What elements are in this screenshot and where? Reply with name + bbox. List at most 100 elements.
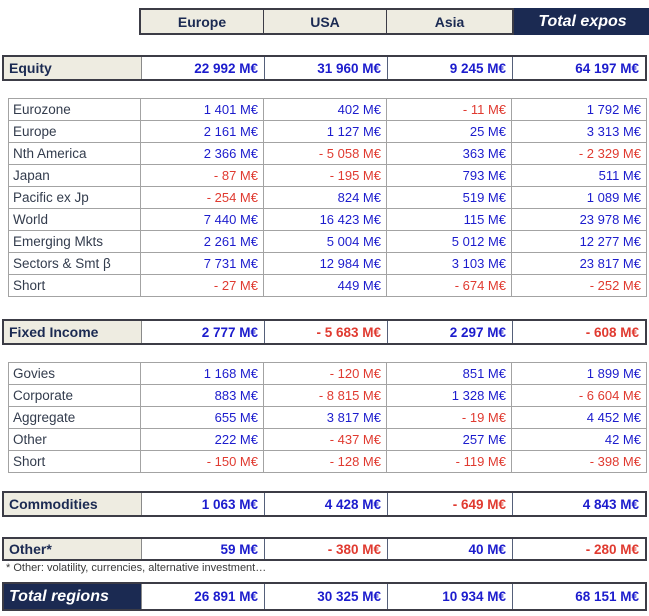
table-row: Eurozone 1 401 M€ 402 M€ - 11 M€ 1 792 M€ [9,99,646,121]
value-cell: 9 245 M€ [388,57,513,79]
summary-row-total-regions: Total regions 26 891 M€ 30 325 M€ 10 934… [2,582,647,611]
table-row: World 7 440 M€ 16 423 M€ 115 M€ 23 978 M€ [9,209,646,231]
value-cell: 42 M€ [604,432,641,447]
summary-row-commodities: Commodities 1 063 M€ 4 428 M€ - 649 M€ 4… [2,491,647,517]
table-row: Aggregate 655 M€ 3 817 M€ - 19 M€ 4 452 M€ [9,407,646,429]
value-cell: 1 899 M€ [586,366,641,381]
summary-row-equity: Equity 22 992 M€ 31 960 M€ 9 245 M€ 64 1… [2,55,647,81]
value-cell: 1 792 M€ [586,102,641,117]
value-cell: 257 M€ [387,429,512,450]
value-cell: - 5 683 M€ [265,321,388,343]
table-row: Short - 27 M€ 449 M€ - 674 M€ - 252 M€ [9,275,646,297]
value-cell: 7 440 M€ [141,209,264,230]
value-cell: 26 891 M€ [142,584,265,609]
value-cell: - 120 M€ [264,363,387,384]
value-cell: - 8 815 M€ [264,385,387,406]
value-cell: 4 452 M€ [586,410,641,425]
row-label: Govies [9,363,141,384]
value-cell: - 608 M€ [585,324,639,340]
row-label: Pacific ex Jp [9,187,141,208]
value-cell: - 437 M€ [264,429,387,450]
value-cell: - 6 604 M€ [578,388,641,403]
value-cell: 1 089 M€ [586,190,641,205]
value-cell: 1 127 M€ [264,121,387,142]
value-cell: - 150 M€ [141,451,264,472]
value-cell: 16 423 M€ [264,209,387,230]
value-cell: 851 M€ [387,363,512,384]
value-cell: 23 817 M€ [579,256,641,271]
value-cell: 59 M€ [142,539,265,559]
row-label: Other* [4,539,142,559]
value-cell: 3 103 M€ [387,253,512,274]
value-cell: 824 M€ [264,187,387,208]
value-cell: 222 M€ [141,429,264,450]
row-label: Aggregate [9,407,141,428]
region-header-group: Europe USA Asia [139,8,514,35]
column-header-asia: Asia [434,13,465,30]
value-cell: - 5 058 M€ [264,143,387,164]
value-cell: 4 428 M€ [265,493,388,515]
summary-row-fixed-income: Fixed Income 2 777 M€ - 5 683 M€ 2 297 M… [2,319,647,345]
row-label: Japan [9,165,141,186]
value-cell: - 252 M€ [589,278,641,293]
table-row: Govies 1 168 M€ - 120 M€ 851 M€ 1 899 M€ [9,363,646,385]
value-cell: - 380 M€ [265,539,388,559]
row-label: Total regions [4,584,142,609]
value-cell: 40 M€ [388,539,513,559]
value-cell: - 195 M€ [264,165,387,186]
value-cell: - 398 M€ [589,454,641,469]
row-label: Short [9,451,141,472]
column-header-usa: USA [264,10,387,33]
table-row: Pacific ex Jp - 254 M€ 824 M€ 519 M€ 1 089 M… [9,187,646,209]
row-label: Europe [9,121,141,142]
row-label: Other [9,429,141,450]
value-cell: 5 004 M€ [264,231,387,252]
footnote: * Other: volatility, currencies, alterna… [6,562,267,574]
table-row: Other 222 M€ - 437 M€ 257 M€ 42 M€ [9,429,646,451]
value-cell: 883 M€ [141,385,264,406]
value-cell: 1 063 M€ [142,493,265,515]
table-row: Nth America 2 366 M€ - 5 058 M€ 363 M€ - 2 3… [9,143,646,165]
value-cell: - 674 M€ [387,275,512,296]
value-cell: 363 M€ [387,143,512,164]
value-cell: - 19 M€ [387,407,512,428]
value-cell: 23 978 M€ [579,212,641,227]
value-cell: - 11 M€ [387,99,512,120]
value-cell: 402 M€ [264,99,387,120]
value-cell: - 87 M€ [141,165,264,186]
value-cell: 22 992 M€ [142,57,265,79]
column-header-row: Europe USA Asia Total expos [139,8,649,35]
value-cell: 10 934 M€ [388,584,513,609]
row-label: Corporate [9,385,141,406]
value-cell: 511 M€ [598,168,641,183]
row-label: Equity [4,57,142,79]
table-row: Emerging Mkts 2 261 M€ 5 004 M€ 5 012 M€ 12 … [9,231,646,253]
value-cell: - 27 M€ [141,275,264,296]
row-label: Short [9,275,141,296]
value-cell: 2 366 M€ [141,143,264,164]
value-cell: 7 731 M€ [141,253,264,274]
value-cell: - 128 M€ [264,451,387,472]
value-cell: 1 168 M€ [141,363,264,384]
column-header-europe: Europe [141,10,264,33]
row-label: Fixed Income [4,321,142,343]
summary-row-other: Other* 59 M€ - 380 M€ 40 M€ - 280 M€ [2,537,647,561]
value-cell: 3 313 M€ [586,124,641,139]
value-cell: 2 261 M€ [141,231,264,252]
value-cell: 5 012 M€ [387,231,512,252]
fixed-income-detail-table: Govies 1 168 M€ - 120 M€ 851 M€ 1 899 M€ Corp… [8,362,647,473]
row-label: Nth America [9,143,141,164]
value-cell: 12 277 M€ [579,234,641,249]
value-cell: 25 M€ [387,121,512,142]
value-cell: - 2 329 M€ [578,146,641,161]
value-cell: 64 197 M€ [575,60,639,76]
value-cell: 31 960 M€ [265,57,388,79]
value-cell: 115 M€ [387,209,512,230]
value-cell: 793 M€ [387,165,512,186]
value-cell: 2 777 M€ [142,321,265,343]
value-cell: - 254 M€ [141,187,264,208]
table-row: Short - 150 M€ - 128 M€ - 119 M€ - 398 M€ [9,451,646,473]
table-row: Europe 2 161 M€ 1 127 M€ 25 M€ 3 313 M€ [9,121,646,143]
value-cell: 449 M€ [264,275,387,296]
